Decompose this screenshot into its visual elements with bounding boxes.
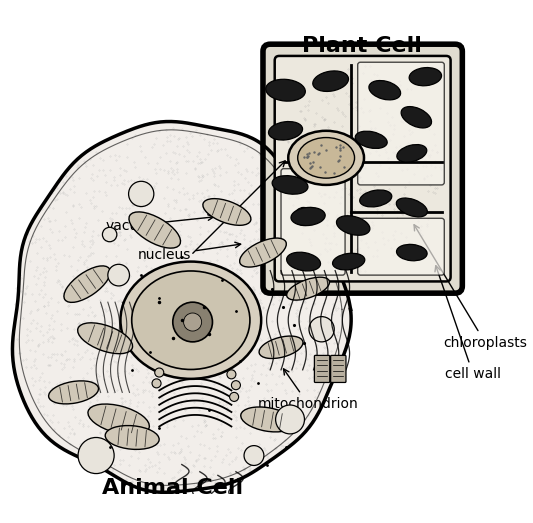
Ellipse shape xyxy=(291,208,325,225)
Ellipse shape xyxy=(287,252,320,271)
Ellipse shape xyxy=(105,426,159,449)
Ellipse shape xyxy=(120,262,261,379)
FancyBboxPatch shape xyxy=(314,356,330,382)
Ellipse shape xyxy=(269,121,303,140)
Ellipse shape xyxy=(64,266,110,302)
Text: cell wall: cell wall xyxy=(435,266,501,381)
Polygon shape xyxy=(12,121,351,492)
Ellipse shape xyxy=(313,71,349,92)
Ellipse shape xyxy=(240,238,286,267)
FancyBboxPatch shape xyxy=(281,169,345,275)
Ellipse shape xyxy=(259,336,303,358)
Circle shape xyxy=(244,446,264,465)
Ellipse shape xyxy=(397,198,427,217)
Ellipse shape xyxy=(356,131,387,149)
Circle shape xyxy=(173,302,213,342)
Ellipse shape xyxy=(401,107,432,128)
Ellipse shape xyxy=(333,253,365,270)
Circle shape xyxy=(128,181,154,207)
Text: vacuole: vacuole xyxy=(105,215,214,233)
Circle shape xyxy=(276,405,304,434)
Circle shape xyxy=(183,313,201,331)
FancyBboxPatch shape xyxy=(263,44,462,293)
Ellipse shape xyxy=(288,131,364,185)
Ellipse shape xyxy=(129,212,181,248)
Ellipse shape xyxy=(336,215,370,235)
Ellipse shape xyxy=(397,244,427,261)
Ellipse shape xyxy=(397,144,427,162)
Circle shape xyxy=(230,392,239,402)
Ellipse shape xyxy=(409,67,441,86)
Circle shape xyxy=(295,208,312,225)
Circle shape xyxy=(108,264,130,286)
Ellipse shape xyxy=(49,381,99,404)
Circle shape xyxy=(155,368,164,377)
Ellipse shape xyxy=(78,323,133,354)
Circle shape xyxy=(227,370,236,379)
Text: chloroplasts: chloroplasts xyxy=(414,225,527,350)
Ellipse shape xyxy=(298,138,354,178)
Circle shape xyxy=(231,381,240,390)
Ellipse shape xyxy=(287,277,329,300)
FancyBboxPatch shape xyxy=(274,56,450,281)
Text: mitochondrion: mitochondrion xyxy=(258,369,359,411)
Circle shape xyxy=(102,228,117,242)
Ellipse shape xyxy=(360,190,392,207)
Text: Plant Cell: Plant Cell xyxy=(302,36,422,56)
Ellipse shape xyxy=(369,81,401,100)
Text: nucleus: nucleus xyxy=(138,242,241,262)
FancyBboxPatch shape xyxy=(358,218,445,275)
FancyBboxPatch shape xyxy=(358,62,445,185)
FancyBboxPatch shape xyxy=(330,356,346,382)
Circle shape xyxy=(78,437,114,473)
Ellipse shape xyxy=(266,79,305,101)
Ellipse shape xyxy=(203,199,251,225)
Ellipse shape xyxy=(88,404,149,435)
Ellipse shape xyxy=(272,176,308,194)
Circle shape xyxy=(152,379,161,388)
Ellipse shape xyxy=(241,407,294,432)
Ellipse shape xyxy=(132,271,250,369)
Circle shape xyxy=(309,316,334,342)
Text: Animal Cell: Animal Cell xyxy=(102,478,244,498)
